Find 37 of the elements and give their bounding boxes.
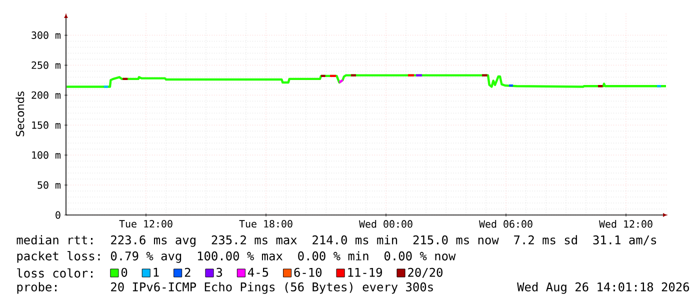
- x-tick-label: Tue 12:00: [119, 220, 172, 228]
- text: 7.2 ms sd: [514, 235, 577, 244]
- x-tick-label: Wed 00:00: [359, 220, 412, 228]
- text: 0.00 % min: [298, 251, 368, 260]
- y-tick-label: 150 m: [32, 121, 61, 129]
- y-tick-label: 100 m: [32, 151, 61, 159]
- legend-label: 3: [216, 268, 222, 277]
- text: 0.79 % avg: [110, 251, 182, 263]
- y-axis-title: Seconds: [16, 92, 24, 136]
- legend-label: 2: [184, 268, 190, 277]
- legend-label: 11-19: [348, 268, 382, 277]
- x-tick-label: Wed 06:00: [479, 220, 532, 228]
- text: 214.0 ms min: [312, 235, 398, 244]
- legend-label: 6-10: [294, 268, 322, 277]
- y-tick-label: 300 m: [32, 31, 61, 39]
- text: 20 IPv6-ICMP Echo Pings (56 Bytes) every 300s: [111, 282, 433, 294]
- legend-label: 1: [154, 268, 159, 277]
- y-tick-label: 250 m: [32, 61, 61, 69]
- text: median rtt:: [16, 235, 92, 244]
- text: 100.00 % max: [198, 251, 282, 260]
- text: 223.6 ms avg: [111, 235, 196, 247]
- y-tick-label: 50 m: [38, 181, 61, 189]
- y-tick-label: 200 m: [32, 91, 61, 99]
- legend-label: 0: [121, 268, 128, 277]
- text: 31.1 am/s: [593, 235, 656, 246]
- text: loss color:: [17, 268, 92, 278]
- y-tick-label: 0: [56, 211, 60, 219]
- legend-label: 4-5: [248, 268, 268, 277]
- x-tick-label: Wed 12:00: [599, 220, 652, 228]
- text: probe:: [17, 282, 57, 294]
- text: packet loss:: [17, 251, 100, 263]
- text: 0.00 % now: [384, 251, 456, 260]
- text: 235.2 ms max: [212, 235, 297, 244]
- legend-label: 20/20: [408, 268, 442, 278]
- x-tick-label: Tue 18:00: [239, 220, 292, 228]
- text: 215.0 ms now: [413, 235, 499, 244]
- text: Wed Aug 26 14:01:18 2026: [517, 282, 690, 294]
